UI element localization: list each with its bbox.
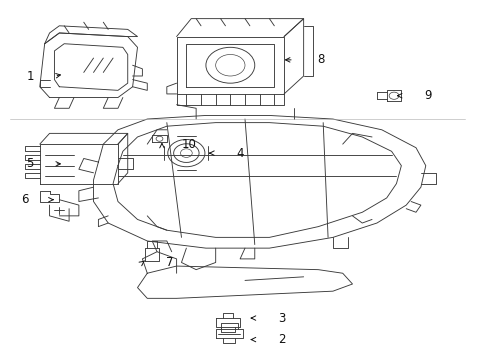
Text: 6: 6 (22, 193, 29, 206)
Text: 7: 7 (166, 256, 173, 269)
Text: 8: 8 (317, 53, 324, 66)
Text: 2: 2 (278, 333, 285, 346)
Text: 1: 1 (26, 69, 34, 82)
Text: 5: 5 (26, 157, 34, 170)
Text: 9: 9 (424, 89, 432, 102)
Text: 4: 4 (236, 147, 244, 159)
Text: 3: 3 (278, 311, 285, 325)
Text: 10: 10 (181, 138, 196, 150)
